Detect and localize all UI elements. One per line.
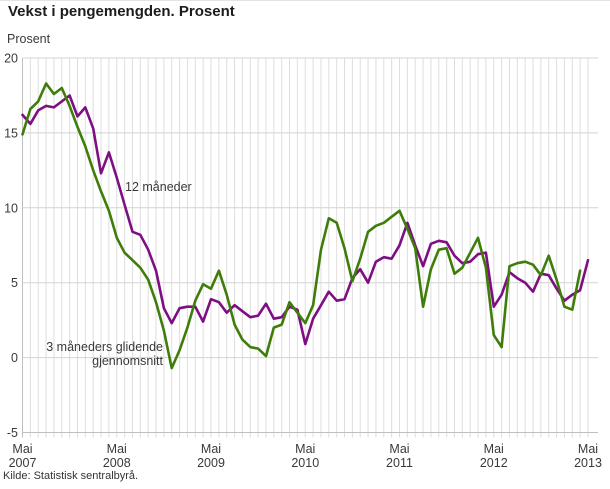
x-tick-label-month: Mai [484,442,504,456]
x-tick-label-month: Mai [107,442,127,456]
y-tick-label: 5 [11,276,18,290]
x-tick-label-year: 2008 [103,456,131,470]
month-gridlines [22,58,589,438]
x-tick-label-month: Mai [201,442,221,456]
source-citation: Kilde: Statistisk sentralbyrå. [3,470,139,482]
y-axis-title: Prosent [7,32,51,46]
y-tick-label: 0 [11,351,18,365]
y-tick-label: 15 [4,126,18,140]
series-label-3mnd-line1: 3 måneders glidende [46,340,163,354]
series-line-3-mnd-glidende [21,82,582,370]
series-line-12-maneder [21,94,590,346]
series-label-3mnd-line2: gjennomsnitt [92,354,163,368]
x-tick-label-month: Mai [12,442,32,456]
x-tick-label-year: 2013 [574,456,602,470]
x-tick-label-year: 2007 [9,456,37,470]
x-tick-label-year: 2010 [291,456,319,470]
series-annotations: 12 måneder 3 måneders glidendegjennomsnit… [46,180,191,368]
x-tick-label-year: 2012 [480,456,508,470]
x-tick-label-month: Mai [578,442,598,456]
y-axis-labels: 20 15 10 5 0 -5 [4,52,18,441]
x-tick-label-year: 2009 [197,456,225,470]
x-tick-label-month: Mai [389,442,409,456]
value-gridlines [22,57,598,433]
y-tick-label: 10 [4,201,18,215]
page-title: Vekst i pengemengden. Prosent [8,3,235,20]
x-axis-labels: Mai2007Mai2008Mai2009Mai2010Mai2011Mai20… [9,442,602,470]
y-tick-label: -5 [7,426,18,440]
x-tick-label-month: Mai [295,442,315,456]
x-tick-label-year: 2011 [386,456,413,470]
series-label-12-maneder: 12 måneder [125,180,192,194]
y-tick-label: 20 [4,52,18,66]
